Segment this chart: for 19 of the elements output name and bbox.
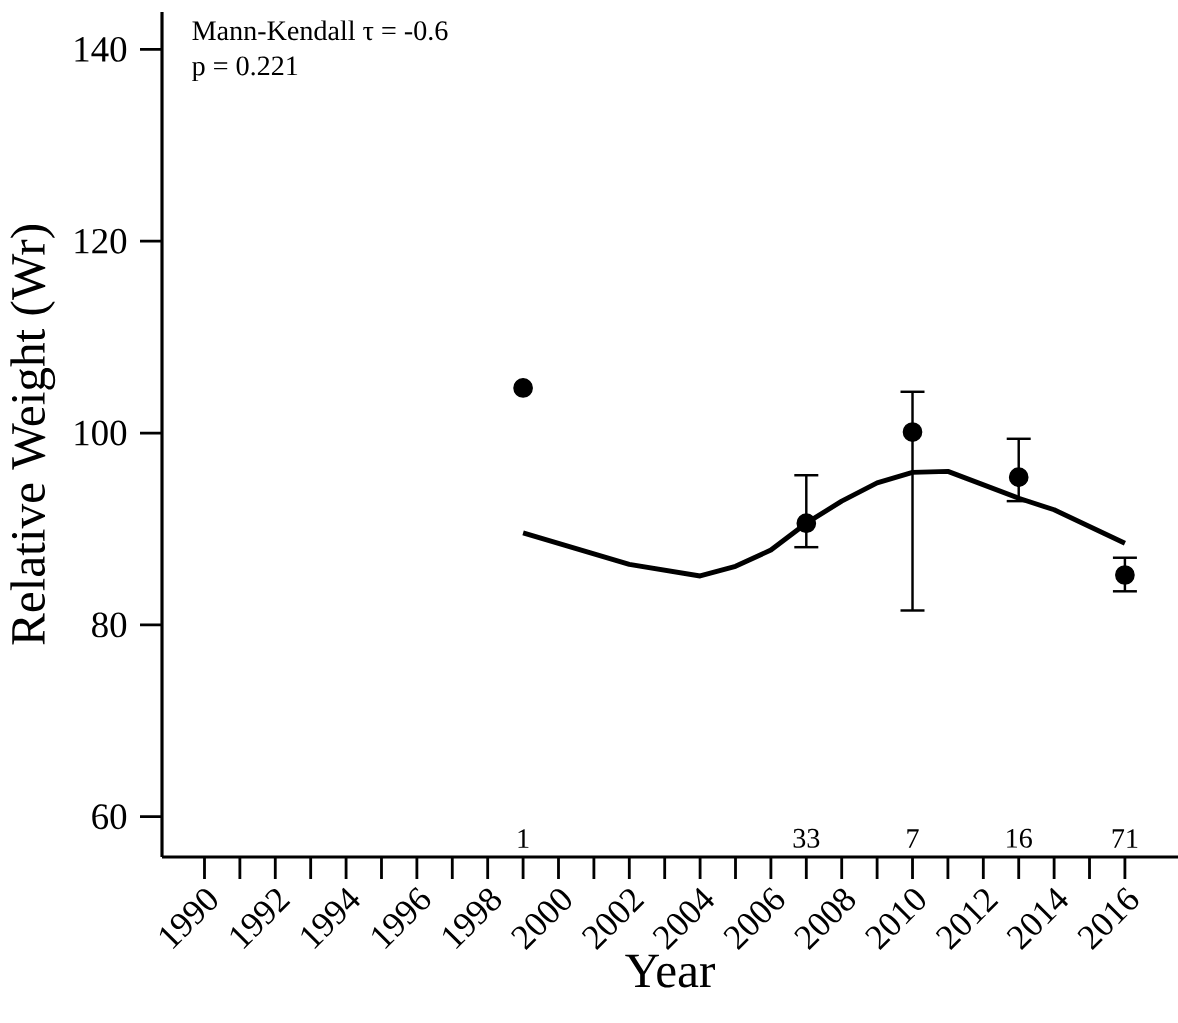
y-tick-label: 80: [92, 612, 127, 638]
y-axis-title: Relative Weight (Wr): [10, 225, 56, 645]
annotation: 1: [518, 829, 529, 848]
annotation: 16: [1007, 828, 1032, 848]
annotation: Mann-Kendall τ = -0.6: [192, 20, 448, 41]
point: [513, 378, 533, 398]
y-tick-label: 120: [75, 228, 127, 254]
point: [902, 422, 923, 442]
y-tick-label: 140: [75, 36, 127, 62]
point: [1008, 467, 1029, 488]
y-tick-label: 100: [75, 420, 127, 446]
annotation: 71: [1112, 829, 1138, 848]
y-tick-label: 60: [92, 804, 127, 830]
annotation: 33: [793, 828, 820, 848]
annotation: p = 0.221: [192, 56, 298, 82]
x-axis-title: Year: [625, 954, 715, 988]
annotation: 7: [907, 829, 919, 848]
point: [1115, 565, 1135, 585]
point: [796, 513, 817, 534]
